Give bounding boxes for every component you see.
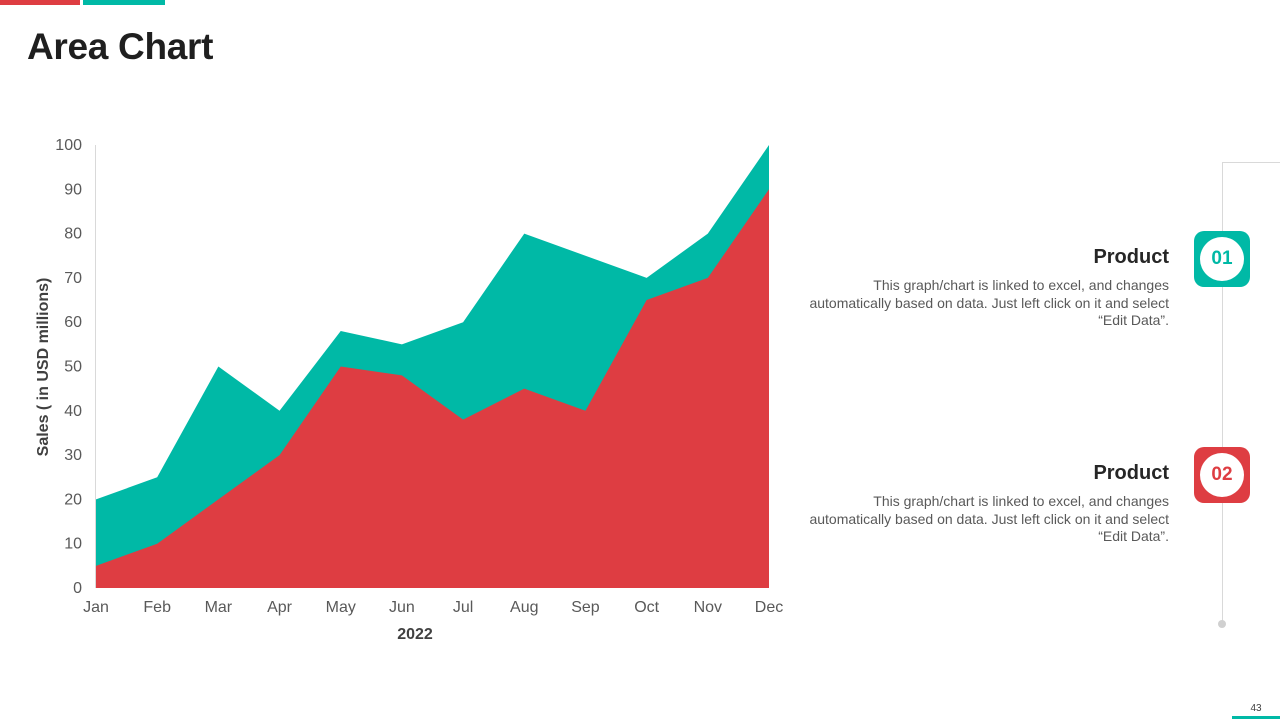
x-tick-label: Jun [389, 599, 415, 616]
x-tick-label: Mar [205, 599, 233, 616]
x-tick-label: May [326, 599, 356, 616]
y-tick-label: 50 [64, 359, 82, 376]
product-02-badge: 02 [1194, 447, 1250, 503]
y-tick-label: 30 [64, 447, 82, 464]
y-tick-label: 70 [64, 270, 82, 287]
product-01-description: This graph/chart is linked to excel, and… [809, 277, 1169, 328]
product-02-legend: Product This graph/chart is linked to ex… [809, 462, 1169, 546]
product-02-description: This graph/chart is linked to excel, and… [809, 493, 1169, 544]
top-accent-teal [83, 0, 165, 5]
page-title: Area Chart [27, 26, 214, 67]
area-series-2 [96, 189, 769, 589]
y-tick-label: 40 [64, 403, 82, 420]
product-02-number: 02 [1200, 453, 1244, 497]
y-axis-title: Sales ( in USD millions) [35, 278, 52, 457]
product-02-heading: Product [1093, 462, 1169, 484]
x-tick-label: Jan [83, 599, 109, 616]
timeline-end-dot [1218, 620, 1226, 628]
x-tick-label: Aug [510, 599, 538, 616]
x-tick-label: Dec [755, 599, 783, 616]
timeline-line [1222, 162, 1223, 624]
x-tick-label: Oct [634, 599, 659, 616]
y-tick-label: 60 [64, 314, 82, 331]
top-accent-red [0, 0, 80, 5]
page-number: 43 [1250, 703, 1262, 714]
product-01-badge: 01 [1194, 231, 1250, 287]
y-tick-label: 100 [55, 137, 82, 154]
product-01-number: 01 [1200, 237, 1244, 281]
x-tick-label: Apr [267, 599, 293, 616]
product-01-heading: Product [1093, 246, 1169, 268]
y-tick-label: 0 [73, 580, 82, 597]
x-tick-label: Feb [143, 599, 171, 616]
y-tick-label: 20 [64, 491, 82, 508]
y-tick-label: 10 [64, 536, 82, 553]
x-tick-label: Nov [694, 599, 722, 616]
timeline-top-line [1222, 162, 1280, 163]
y-tick-label: 90 [64, 181, 82, 198]
area-chart[interactable]: 0 10 20 30 40 50 60 70 80 90 100 Jan Feb Mar Apr May Jun… [0, 0, 800, 660]
x-tick-label: Jul [453, 599, 473, 616]
page-number-accent [1232, 716, 1280, 719]
x-tick-label: Sep [571, 599, 600, 616]
x-axis-title: 2022 [397, 626, 433, 643]
product-01-legend: Product This graph/chart is linked to ex… [809, 246, 1169, 330]
y-tick-label: 80 [64, 226, 82, 243]
